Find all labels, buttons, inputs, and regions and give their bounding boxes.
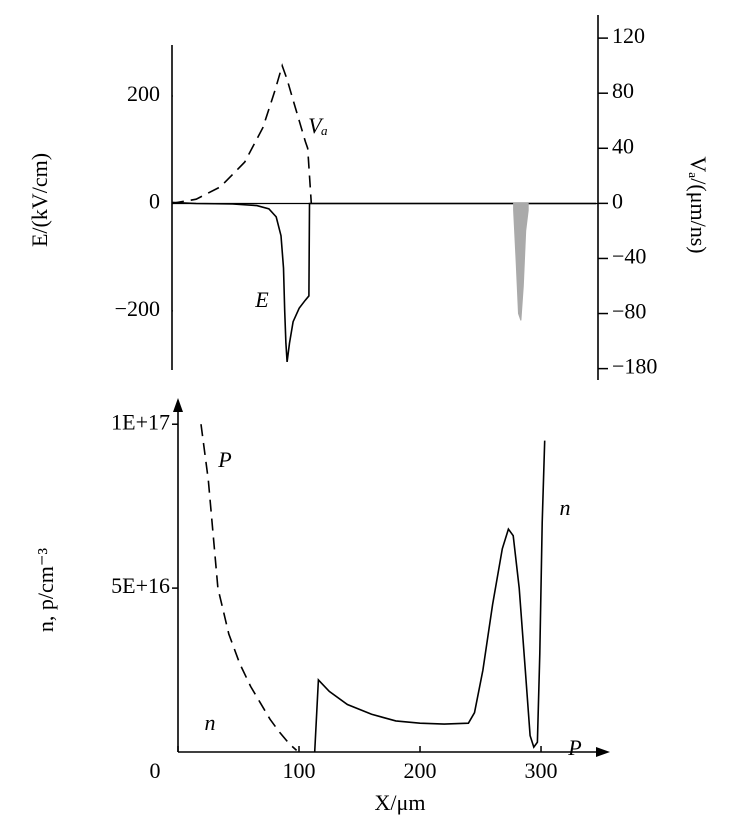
y-tick-label: 1E+17: [111, 409, 170, 434]
y-tick-label: 0: [149, 189, 160, 214]
series-label: E: [254, 287, 269, 312]
y2-tick-label: −40: [612, 244, 646, 269]
x-axis-label: X/μm: [375, 790, 426, 815]
y2-tick-label: 80: [612, 78, 634, 103]
x-tick-label: 0: [150, 758, 161, 783]
series-line: [171, 201, 596, 363]
y-axis-label: E/(kV/cm): [27, 153, 52, 247]
y-tick-label: 5E+16: [111, 573, 170, 598]
x-tick-label: 100: [283, 758, 316, 783]
y-tick-label: 200: [127, 81, 160, 106]
y2-tick-label: 120: [612, 23, 645, 48]
series-area: [513, 202, 529, 321]
y2-tick-label: 40: [612, 133, 634, 158]
annotation: P: [567, 735, 581, 760]
y2-tick-label: −80: [612, 299, 646, 324]
series-line: [200, 424, 298, 751]
y-tick-label: −200: [115, 296, 160, 321]
y-axis-arrow: [173, 398, 183, 412]
series-line: [313, 440, 546, 753]
x-axis-arrow: [596, 747, 610, 757]
y2-tick-label: −180: [612, 354, 657, 379]
annotation: n: [205, 710, 216, 735]
series-label: Vₐ: [308, 113, 328, 138]
x-tick-label: 300: [525, 758, 558, 783]
y-axis-label: n, p/cm⁻³: [33, 548, 58, 633]
series-line: [171, 63, 313, 205]
series-label: P: [217, 447, 231, 472]
y2-axis-label: Vₐ/(μm/ns): [686, 156, 711, 253]
y2-tick-label: 0: [612, 188, 623, 213]
x-tick-label: 200: [404, 758, 437, 783]
series-label: n: [560, 495, 571, 520]
